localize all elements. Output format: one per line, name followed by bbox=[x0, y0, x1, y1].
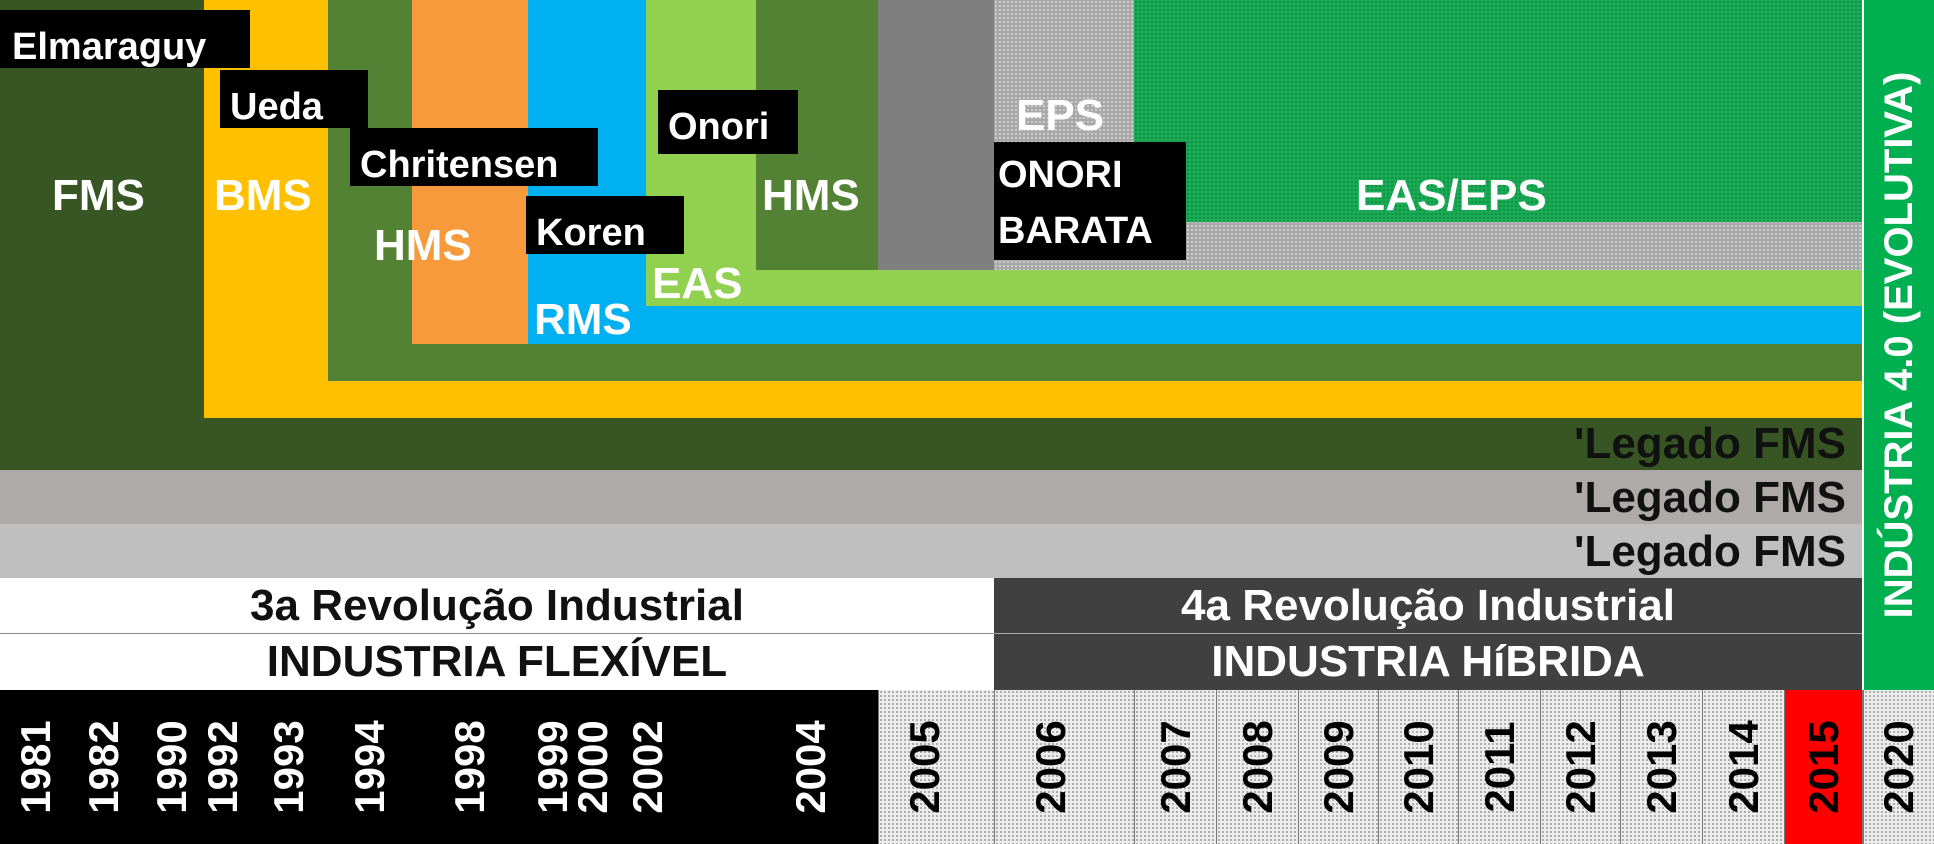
year-cell: 1993 bbox=[250, 690, 328, 844]
eas-eps-area bbox=[1134, 0, 1862, 222]
hms-label: HMS bbox=[374, 221, 472, 270]
legacy-row-1 bbox=[0, 418, 1862, 470]
year-cell: 2020 bbox=[1862, 690, 1934, 844]
year-cell: 1994 bbox=[328, 690, 412, 844]
legacy-label-3: 'Legado FMS bbox=[1573, 527, 1846, 576]
year-cell: 1998 bbox=[412, 690, 528, 844]
legacy-label-1: 'Legado FMS bbox=[1573, 419, 1846, 468]
year-cell: 2010 bbox=[1378, 690, 1458, 844]
bms-label: BMS bbox=[214, 171, 312, 220]
author-label-ueda: Ueda bbox=[220, 70, 368, 128]
hybrid-industry-subtitle: INDUSTRIA HíBRIDA bbox=[994, 634, 1862, 690]
year-cell: 2014 bbox=[1702, 690, 1784, 844]
year-cell: 1981 bbox=[0, 690, 72, 844]
author-label-koren: Koren bbox=[526, 196, 684, 254]
year-cell-highlight: 2015 bbox=[1784, 690, 1862, 844]
eas-label: EAS bbox=[652, 259, 743, 308]
year-cell: 2008 bbox=[1216, 690, 1298, 844]
fourth-revolution-title: 4a Revolução Industrial bbox=[994, 578, 1862, 634]
year-cell: 2011 bbox=[1458, 690, 1540, 844]
hms-2-label: HMS bbox=[762, 171, 860, 220]
year-cell: 2000 bbox=[568, 690, 618, 844]
year-cell: 1992 bbox=[196, 690, 250, 844]
gray-area bbox=[878, 0, 994, 270]
fms-label: FMS bbox=[52, 171, 145, 220]
author-label-onori-barata: ONORI BARATA bbox=[994, 142, 1186, 260]
year-cell: 1982 bbox=[72, 690, 136, 844]
author-label-onori: Onori bbox=[658, 90, 798, 154]
industry-40-column: INDÚSTRIA 4.0 (EVOLUTIVA) bbox=[1862, 0, 1934, 690]
flexible-industry-subtitle: INDUSTRIA FLEXÍVEL bbox=[0, 634, 994, 690]
year-cell: 2007 bbox=[1134, 690, 1216, 844]
year-cell: 2006 bbox=[994, 690, 1134, 844]
year-cell: 2009 bbox=[1298, 690, 1378, 844]
year-cell: 2004 bbox=[718, 690, 878, 844]
legacy-row-3 bbox=[0, 524, 1862, 578]
year-cell: 2012 bbox=[1540, 690, 1620, 844]
eas-eps-label: EAS/EPS bbox=[1356, 171, 1547, 220]
eps-label: EPS bbox=[1016, 91, 1105, 140]
year-cell: 2002 bbox=[618, 690, 718, 844]
author-label-elmaraguy: Elmaraguy bbox=[0, 10, 250, 68]
year-cell: 2005 bbox=[878, 690, 994, 844]
author-label-chritensen: Chritensen bbox=[350, 128, 598, 186]
rms-label: RMS bbox=[534, 295, 632, 344]
year-cell: 2013 bbox=[1620, 690, 1702, 844]
barata-line: BARATA bbox=[998, 210, 1153, 252]
legacy-label-2: 'Legado FMS bbox=[1573, 473, 1846, 522]
onori-line: ONORI bbox=[998, 154, 1123, 196]
industry-40-label: INDÚSTRIA 4.0 (EVOLUTIVA) bbox=[1877, 71, 1921, 619]
legacy-row-2 bbox=[0, 470, 1862, 524]
third-revolution-title: 3a Revolução Industrial bbox=[0, 578, 994, 634]
